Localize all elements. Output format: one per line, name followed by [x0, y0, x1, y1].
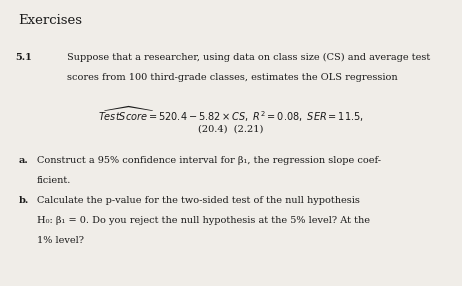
Text: 1% level?: 1% level? — [37, 236, 84, 245]
Text: b.: b. — [18, 196, 29, 205]
Text: a.: a. — [18, 156, 28, 165]
Text: $\widehat{TestScore}$$= 520.4 - 5.82 \times CS,\ R^2 = 0.08,\ SER = 11.5,$: $\widehat{TestScore}$$= 520.4 - 5.82 \ti… — [98, 104, 364, 124]
Text: 5.1: 5.1 — [16, 53, 32, 62]
Text: scores from 100 third-grade classes, estimates the OLS regression: scores from 100 third-grade classes, est… — [67, 73, 398, 82]
Text: H₀: β₁ = 0. Do you reject the null hypothesis at the 5% level? At the: H₀: β₁ = 0. Do you reject the null hypot… — [37, 216, 370, 225]
Text: Calculate the p-value for the two-sided test of the null hypothesis: Calculate the p-value for the two-sided … — [37, 196, 360, 205]
Text: ficient.: ficient. — [37, 176, 71, 185]
Text: Exercises: Exercises — [18, 14, 83, 27]
Text: Construct a 95% confidence interval for β₁, the regression slope coef-: Construct a 95% confidence interval for … — [37, 156, 381, 165]
Text: Suppose that a researcher, using data on class size (CS) and average test: Suppose that a researcher, using data on… — [67, 53, 430, 62]
Text: (20.4)  (2.21): (20.4) (2.21) — [198, 124, 264, 133]
